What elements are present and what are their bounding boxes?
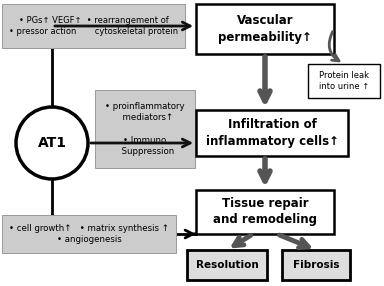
Text: • PGs↑ VEGF↑  • rearrangement of
• pressor action       cytoskeletal protein: • PGs↑ VEGF↑ • rearrangement of • presso… [9,16,178,36]
FancyArrowPatch shape [329,31,339,61]
Bar [2,4,185,48]
Bar [196,4,334,54]
Bar [196,190,334,234]
Text: AT1: AT1 [38,136,66,150]
Bar [308,64,380,98]
Text: Resolution: Resolution [195,260,258,270]
Circle shape [16,107,88,179]
Bar [2,215,176,253]
Text: Fibrosis: Fibrosis [293,260,339,270]
Bar [196,110,348,156]
Text: Infiltration of
inflammatory cells↑: Infiltration of inflammatory cells↑ [205,118,339,148]
Bar [187,250,267,280]
Bar [95,90,195,168]
Text: Protein leak
into urine ↑: Protein leak into urine ↑ [319,71,369,91]
Text: • proinflammatory
  mediators↑

• Immuno
  Suppression: • proinflammatory mediators↑ • Immuno Su… [105,102,185,156]
Bar [282,250,350,280]
Text: Tissue repair
and remodeling: Tissue repair and remodeling [213,198,317,227]
Text: • cell growth↑   • matrix synthesis ↑
• angiogenesis: • cell growth↑ • matrix synthesis ↑ • an… [9,224,169,244]
Text: Vascular
permeability↑: Vascular permeability↑ [218,15,312,43]
